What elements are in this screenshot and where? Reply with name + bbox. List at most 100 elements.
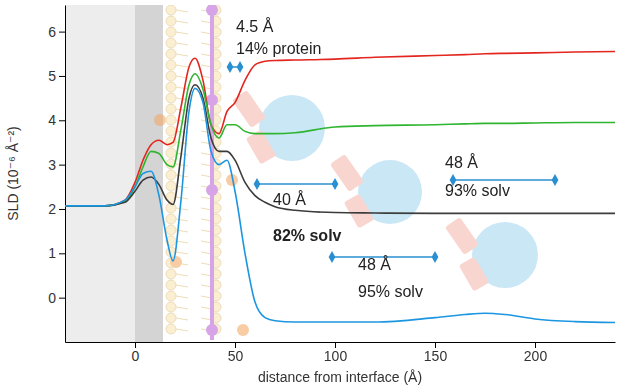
y-tick-mark [59, 298, 65, 299]
protein-helix [445, 217, 479, 255]
y-tick: 6 [48, 24, 65, 40]
sld-line [65, 74, 615, 206]
annotation: 48 Å [445, 153, 478, 171]
dimension-end [237, 61, 244, 73]
x-axis-line [66, 342, 616, 343]
x-axis: 0 50 100 150 200 [66, 342, 616, 364]
y-axis: 0 1 2 3 4 5 6 [48, 6, 65, 343]
lipid-tail [176, 285, 188, 287]
lipid-tail [176, 54, 188, 56]
layer-band [135, 5, 163, 342]
cartoon [154, 5, 538, 340]
lipid-tail [176, 65, 188, 67]
y-tick: 1 [48, 245, 65, 261]
y-tick-label: 3 [48, 157, 56, 173]
lipid-head [166, 38, 176, 48]
dimension-end [552, 174, 559, 186]
sld-line [65, 85, 615, 214]
lipid-tail [176, 296, 188, 298]
lipid-head [166, 225, 176, 235]
y-tick-label: 5 [48, 68, 56, 84]
lipid-tail [176, 87, 188, 89]
y-tick-label: 4 [48, 112, 56, 128]
y-tick: 2 [48, 201, 65, 217]
x-axis-title: distance from interface (Å) [258, 369, 422, 385]
lipid-head [166, 302, 176, 312]
lipid-tail [176, 10, 188, 12]
x-tick: 150 [424, 342, 448, 364]
y-tick-mark [59, 76, 65, 77]
sld-line [65, 88, 615, 322]
y-tick: 3 [48, 157, 65, 173]
lipid-head [166, 148, 176, 158]
lipid-head [166, 291, 176, 301]
lipid-tail [176, 252, 188, 254]
x-tick: 0 [132, 342, 140, 364]
chart: 0 50 100 150 200 0 1 2 3 4 5 6 distance from interfa… [0, 0, 625, 389]
lipid-tail [176, 241, 188, 243]
x-tick-label: 100 [324, 348, 348, 364]
y-tick-mark [59, 209, 65, 210]
x-tick-label: 200 [524, 348, 548, 364]
lipid-head [166, 27, 176, 37]
lipid-tail [176, 43, 188, 45]
tether [210, 5, 214, 340]
y-tick-label: 1 [48, 245, 56, 261]
annotation: 48 Å [358, 255, 391, 273]
lipid-head [166, 82, 176, 92]
y-tick-label: 6 [48, 24, 56, 40]
dimension-end [329, 251, 336, 263]
dimension-line [257, 183, 335, 185]
y-tick: 5 [48, 68, 65, 84]
lipid-tail [176, 329, 188, 331]
lipid-head [166, 214, 176, 224]
lipid-tail [176, 164, 188, 166]
lipid-head [166, 170, 176, 180]
lipid-tail [176, 307, 188, 309]
lipid-head [166, 5, 176, 15]
tether-node [206, 184, 218, 196]
y-tick-mark [59, 253, 65, 254]
annotation: 40 Å [273, 190, 306, 208]
lipid-head [166, 104, 176, 114]
annotation: 4.5 Å [236, 17, 274, 35]
lipid-tail [176, 32, 188, 34]
lipid-marker [237, 324, 249, 336]
dimension-line [453, 179, 555, 181]
protein-helix [330, 154, 364, 192]
annotation: 14% protein [236, 40, 321, 57]
lipid-head [166, 126, 176, 136]
lipid-head [166, 71, 176, 81]
x-tick-label: 0 [132, 348, 140, 364]
y-tick-mark [59, 120, 65, 121]
annotation: 82% solv [273, 227, 342, 244]
dimension-end [332, 178, 339, 190]
y-axis-title: SLD (10⁻⁶ Å⁻²) [5, 126, 21, 220]
y-axis-line [65, 6, 66, 343]
y-tick-label: 0 [48, 290, 56, 306]
y-tick-mark [59, 165, 65, 166]
lipid-head [166, 49, 176, 59]
protein-helix [232, 90, 266, 128]
x-tick-label: 150 [424, 348, 448, 364]
x-tick: 50 [228, 342, 244, 364]
lipid-head [166, 181, 176, 191]
lipid-head [166, 16, 176, 26]
protein-helix [344, 194, 375, 229]
y-tick: 0 [48, 290, 65, 306]
dimension-markers [227, 61, 559, 263]
dimension-end [432, 251, 439, 263]
lipid-head [166, 60, 176, 70]
y-tick-mark [59, 32, 65, 33]
lipid-head [166, 115, 176, 125]
tether-node [206, 94, 218, 106]
bands [65, 5, 163, 342]
lipid-tail [176, 21, 188, 23]
protein-helix [246, 130, 277, 165]
annotation: 93% solv [445, 182, 510, 199]
lipid-tail [176, 219, 188, 221]
lipid-marker [154, 114, 166, 126]
lipid-tail [176, 208, 188, 210]
protein-helix [459, 257, 490, 292]
lines [65, 52, 615, 323]
